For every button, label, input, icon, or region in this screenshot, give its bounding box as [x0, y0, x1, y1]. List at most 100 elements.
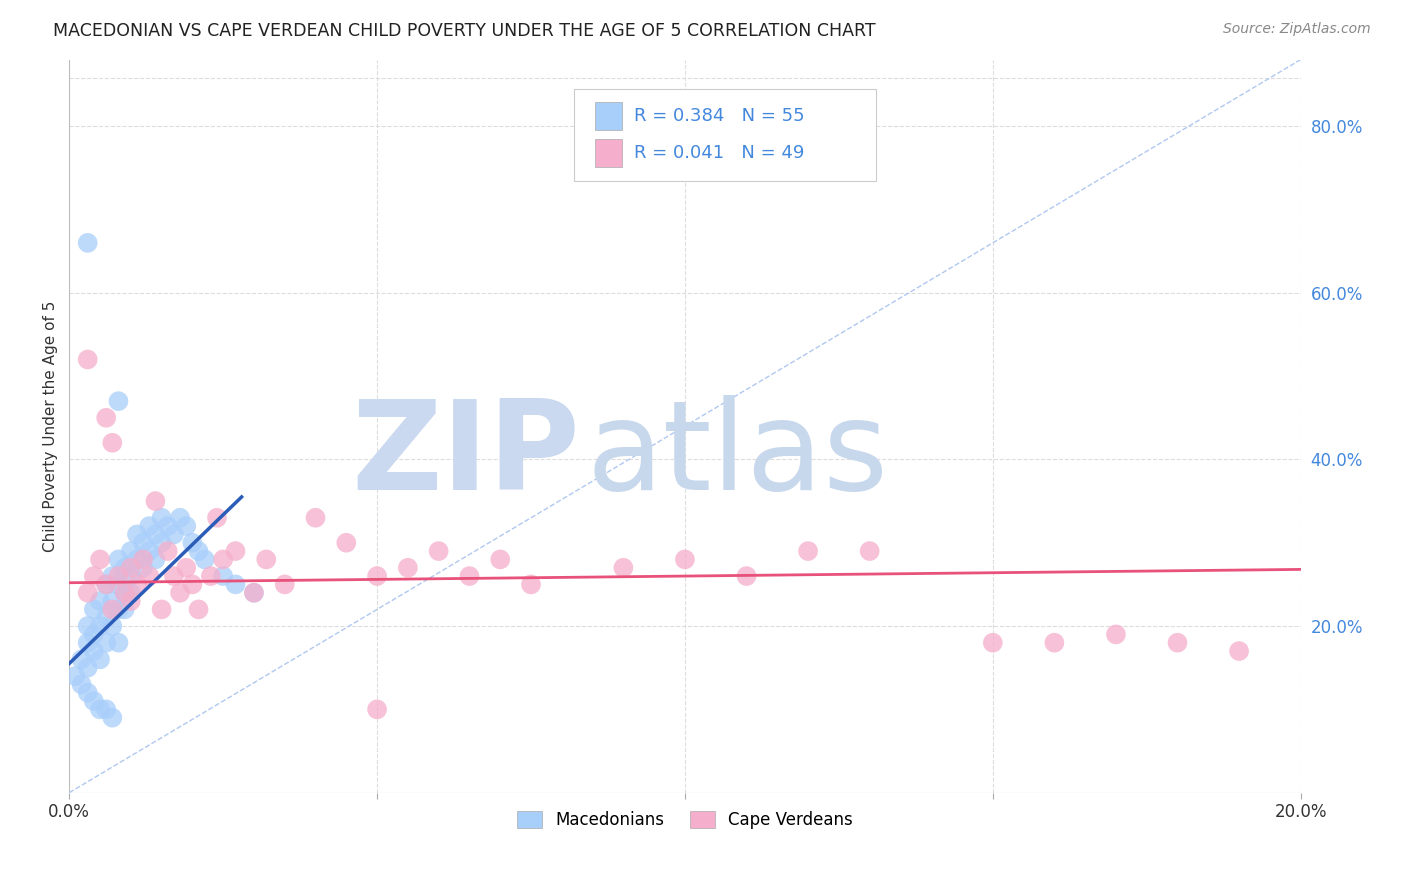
Y-axis label: Child Poverty Under the Age of 5: Child Poverty Under the Age of 5 — [44, 301, 58, 552]
Point — [1166, 636, 1188, 650]
Point — [145, 552, 167, 566]
Text: MACEDONIAN VS CAPE VERDEAN CHILD POVERTY UNDER THE AGE OF 5 CORRELATION CHART: MACEDONIAN VS CAPE VERDEAN CHILD POVERTY… — [53, 22, 876, 40]
Point — [150, 602, 173, 616]
Point — [83, 627, 105, 641]
Point — [163, 527, 186, 541]
Point — [114, 585, 136, 599]
Point — [212, 552, 235, 566]
Point — [76, 619, 98, 633]
Point — [107, 577, 129, 591]
Point — [65, 669, 87, 683]
Point — [187, 544, 209, 558]
Point — [181, 577, 204, 591]
Point — [224, 577, 246, 591]
Point — [96, 611, 118, 625]
Point — [96, 636, 118, 650]
Point — [243, 585, 266, 599]
Point — [107, 636, 129, 650]
Point — [1043, 636, 1066, 650]
Point — [1227, 644, 1250, 658]
Point — [83, 602, 105, 616]
Point — [83, 569, 105, 583]
Point — [396, 560, 419, 574]
Point — [981, 636, 1004, 650]
Point — [96, 702, 118, 716]
Point — [101, 619, 124, 633]
Point — [101, 602, 124, 616]
Point — [107, 569, 129, 583]
Point — [335, 535, 357, 549]
Point — [132, 535, 155, 549]
Point — [174, 519, 197, 533]
Point — [89, 619, 111, 633]
Point — [96, 577, 118, 591]
Point — [169, 585, 191, 599]
Point — [83, 694, 105, 708]
Point — [304, 510, 326, 524]
Point — [735, 569, 758, 583]
Point — [89, 594, 111, 608]
Point — [120, 594, 142, 608]
Point — [125, 552, 148, 566]
Point — [174, 560, 197, 574]
Point — [114, 560, 136, 574]
Text: Source: ZipAtlas.com: Source: ZipAtlas.com — [1223, 22, 1371, 37]
Point — [427, 544, 450, 558]
FancyBboxPatch shape — [574, 89, 876, 180]
Point — [243, 585, 266, 599]
Text: ZIP: ZIP — [352, 395, 581, 516]
Point — [101, 594, 124, 608]
Point — [89, 702, 111, 716]
Point — [489, 552, 512, 566]
Point — [96, 577, 118, 591]
Point — [205, 510, 228, 524]
Text: atlas: atlas — [586, 395, 889, 516]
Point — [156, 544, 179, 558]
Text: R = 0.384   N = 55: R = 0.384 N = 55 — [634, 107, 806, 125]
Point — [181, 535, 204, 549]
Point — [120, 544, 142, 558]
Point — [101, 569, 124, 583]
Point — [101, 435, 124, 450]
Point — [520, 577, 543, 591]
Point — [114, 602, 136, 616]
Point — [132, 552, 155, 566]
Point — [458, 569, 481, 583]
Point — [120, 585, 142, 599]
Point — [163, 569, 186, 583]
Point — [125, 577, 148, 591]
Point — [76, 235, 98, 250]
Point — [150, 535, 173, 549]
Point — [114, 585, 136, 599]
Point — [83, 644, 105, 658]
Point — [120, 560, 142, 574]
Point — [169, 510, 191, 524]
Point — [70, 677, 93, 691]
Text: R = 0.041   N = 49: R = 0.041 N = 49 — [634, 144, 804, 161]
Point — [120, 569, 142, 583]
Point — [76, 661, 98, 675]
Point — [76, 352, 98, 367]
Point — [1105, 627, 1128, 641]
Point — [138, 544, 160, 558]
Point — [366, 569, 388, 583]
Point — [145, 527, 167, 541]
Point — [797, 544, 820, 558]
Point — [612, 560, 634, 574]
Legend: Macedonians, Cape Verdeans: Macedonians, Cape Verdeans — [510, 804, 859, 836]
Point — [150, 510, 173, 524]
Point — [107, 394, 129, 409]
FancyBboxPatch shape — [595, 102, 621, 130]
Point — [366, 702, 388, 716]
FancyBboxPatch shape — [595, 139, 621, 167]
Point — [76, 686, 98, 700]
Point — [89, 652, 111, 666]
Point — [138, 569, 160, 583]
Point — [132, 560, 155, 574]
Point — [101, 711, 124, 725]
Point — [76, 585, 98, 599]
Point — [70, 652, 93, 666]
Point — [107, 552, 129, 566]
Point — [76, 636, 98, 650]
Point — [254, 552, 277, 566]
